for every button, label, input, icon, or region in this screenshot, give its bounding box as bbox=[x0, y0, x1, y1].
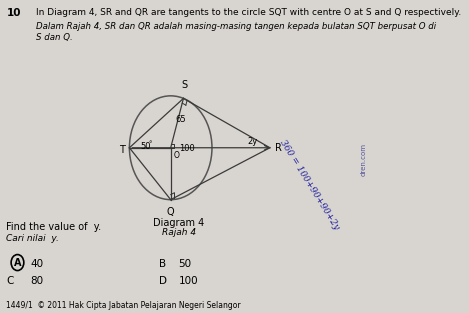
Text: 80: 80 bbox=[30, 275, 43, 285]
Text: Diagram 4: Diagram 4 bbox=[153, 218, 204, 228]
Text: 50: 50 bbox=[141, 142, 151, 151]
Text: T: T bbox=[119, 145, 125, 155]
Text: Rajah 4: Rajah 4 bbox=[161, 228, 196, 237]
Text: 40: 40 bbox=[30, 259, 43, 269]
Text: Q: Q bbox=[167, 207, 174, 217]
Text: 360 = 100+90+90+2y: 360 = 100+90+90+2y bbox=[278, 138, 341, 231]
Text: 65: 65 bbox=[175, 115, 186, 124]
Text: In Diagram 4, SR and QR are tangents to the circle SQT with centre O at S and Q : In Diagram 4, SR and QR are tangents to … bbox=[36, 8, 461, 17]
Text: 50: 50 bbox=[179, 259, 192, 269]
Text: 100: 100 bbox=[179, 144, 194, 153]
Text: Cari nilai  y.: Cari nilai y. bbox=[7, 233, 59, 243]
Text: dren.com: dren.com bbox=[361, 143, 367, 176]
Text: R: R bbox=[275, 143, 281, 153]
Text: Find the value of  y.: Find the value of y. bbox=[7, 222, 101, 232]
Text: 2y: 2y bbox=[248, 137, 258, 146]
Text: 10: 10 bbox=[7, 8, 21, 18]
Text: S dan Q.: S dan Q. bbox=[36, 33, 73, 42]
Text: B: B bbox=[159, 259, 166, 269]
Text: D: D bbox=[159, 275, 167, 285]
Text: °: ° bbox=[149, 142, 152, 148]
Text: C: C bbox=[7, 275, 14, 285]
Text: 100: 100 bbox=[179, 275, 198, 285]
Text: S: S bbox=[181, 80, 187, 90]
Text: O: O bbox=[174, 151, 180, 160]
Text: 1449/1  © 2011 Hak Cipta Jabatan Pelajaran Negeri Selangor: 1449/1 © 2011 Hak Cipta Jabatan Pelajara… bbox=[7, 301, 241, 310]
Text: A: A bbox=[14, 258, 21, 268]
Text: Dalam Rajah 4, SR dan QR adalah masing-masing tangen kepada bulatan SQT berpusat: Dalam Rajah 4, SR dan QR adalah masing-m… bbox=[36, 22, 436, 31]
